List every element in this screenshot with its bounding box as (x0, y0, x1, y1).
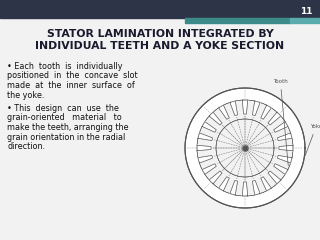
Text: • This  design  can  use  the: • This design can use the (7, 104, 119, 113)
Polygon shape (198, 156, 212, 163)
Polygon shape (197, 145, 211, 151)
Polygon shape (198, 156, 212, 163)
Polygon shape (197, 145, 211, 151)
Polygon shape (230, 101, 237, 115)
Bar (290, 18, 320, 23)
Polygon shape (277, 156, 292, 163)
Polygon shape (277, 133, 292, 141)
Polygon shape (242, 100, 248, 114)
Polygon shape (202, 122, 216, 132)
Polygon shape (268, 171, 281, 184)
Polygon shape (209, 171, 222, 184)
Polygon shape (202, 164, 216, 174)
Text: made  at  the  inner  surface  of: made at the inner surface of (7, 81, 135, 90)
Text: the yoke.: the yoke. (7, 90, 44, 100)
Polygon shape (198, 133, 212, 141)
Text: STATOR LAMINATION INTEGRATED BY: STATOR LAMINATION INTEGRATED BY (47, 29, 273, 39)
Text: grain orientation in the radial: grain orientation in the radial (7, 132, 125, 142)
Polygon shape (242, 182, 248, 196)
Polygon shape (252, 101, 260, 115)
Polygon shape (279, 145, 293, 151)
Polygon shape (230, 180, 237, 195)
Polygon shape (279, 145, 293, 151)
Polygon shape (219, 105, 229, 119)
Polygon shape (268, 171, 281, 184)
Text: make the teeth, arranging the: make the teeth, arranging the (7, 123, 129, 132)
Polygon shape (209, 171, 222, 184)
Polygon shape (274, 122, 288, 132)
Polygon shape (252, 101, 260, 115)
Polygon shape (209, 112, 222, 125)
Polygon shape (268, 112, 281, 125)
Polygon shape (185, 88, 305, 208)
Text: direction.: direction. (7, 142, 45, 151)
Polygon shape (230, 101, 237, 115)
Text: INDIVIDUAL TEETH AND A YOKE SECTION: INDIVIDUAL TEETH AND A YOKE SECTION (36, 41, 284, 51)
Polygon shape (219, 105, 229, 119)
Polygon shape (268, 112, 281, 125)
Polygon shape (230, 180, 237, 195)
Polygon shape (209, 112, 222, 125)
Polygon shape (219, 177, 229, 191)
Polygon shape (277, 156, 292, 163)
Polygon shape (261, 177, 271, 191)
Polygon shape (242, 182, 248, 196)
Polygon shape (261, 105, 271, 119)
Text: Tooth: Tooth (273, 79, 288, 166)
Polygon shape (274, 164, 288, 174)
Polygon shape (242, 100, 248, 114)
Polygon shape (202, 164, 216, 174)
Text: grain-oriented   material   to: grain-oriented material to (7, 114, 122, 122)
Polygon shape (277, 133, 292, 141)
Polygon shape (219, 177, 229, 191)
Text: Yoke: Yoke (305, 124, 320, 156)
Polygon shape (261, 105, 271, 119)
Text: • Each  tooth  is  individually: • Each tooth is individually (7, 62, 123, 71)
Polygon shape (274, 122, 288, 132)
Bar (0, 0, 320, 18)
Text: 11: 11 (300, 7, 313, 17)
Polygon shape (274, 164, 288, 174)
Polygon shape (198, 133, 212, 141)
Polygon shape (252, 180, 260, 195)
Text: positioned  in  the  concave  slot: positioned in the concave slot (7, 72, 138, 80)
Polygon shape (202, 122, 216, 132)
Polygon shape (261, 177, 271, 191)
Bar (185, 18, 290, 23)
Polygon shape (252, 180, 260, 195)
